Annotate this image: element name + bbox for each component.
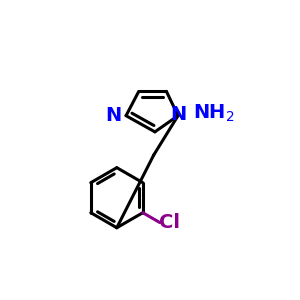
Text: N: N [170,105,186,124]
Text: N: N [105,106,122,125]
Text: NH$_2$: NH$_2$ [193,103,235,124]
Text: Cl: Cl [158,213,179,232]
